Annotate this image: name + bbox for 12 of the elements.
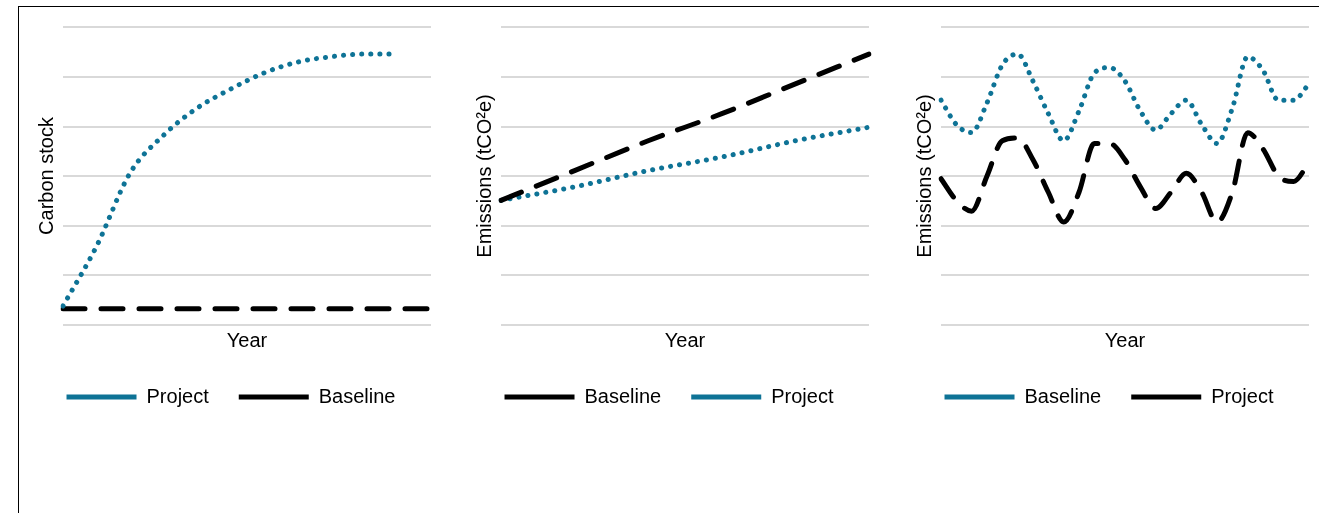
x-axis-title: Year <box>1104 328 1146 351</box>
legend-label: Project <box>1211 384 1274 407</box>
legend-label: Project <box>146 384 210 407</box>
legend-label: Baseline <box>318 384 396 407</box>
legend-label: Baseline <box>1024 384 1102 407</box>
x-axis-title: Year <box>664 328 706 351</box>
y-axis-title: Carbon stock <box>34 116 57 235</box>
legend-label: Baseline <box>584 384 662 407</box>
y-axis-title: Emissions (tCO²e) <box>912 94 935 258</box>
legend-label: Project <box>771 384 834 407</box>
x-axis-title: Year <box>226 328 268 351</box>
y-axis-title: Emissions (tCO²e) <box>472 94 495 258</box>
